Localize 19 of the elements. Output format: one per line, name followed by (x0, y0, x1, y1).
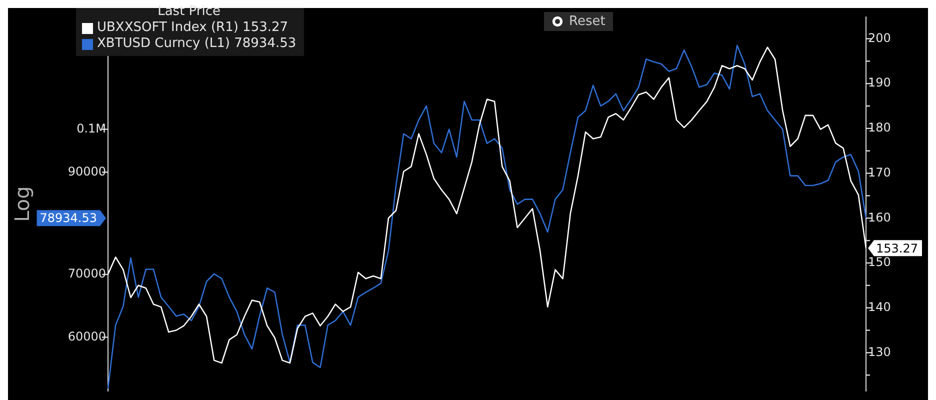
annotation: Reset (569, 14, 606, 29)
y2-tick-label: 140 (868, 300, 891, 314)
y2-tick-label: 160 (868, 210, 891, 224)
y2-tick-label: 180 (868, 120, 891, 135)
text: 153.27 (876, 241, 918, 256)
legend-title: Last Price (156, 4, 222, 20)
y-tick-label: 0.1M (76, 121, 106, 136)
y-tick-label: 60000 (68, 329, 106, 344)
legend-label: UBXXSOFT Index (R1) 153.27 (97, 20, 288, 36)
y2-tick-label: 150 (868, 255, 891, 270)
text: 78934.53 (40, 211, 98, 226)
y-axis-title: Log (10, 186, 34, 222)
y2-tick-label: 190 (868, 76, 891, 90)
y2-tick-label: 200 (868, 30, 891, 45)
y2-tick-label: 170 (868, 165, 891, 180)
y-tick-label: 70000 (68, 266, 106, 281)
legend-label: XBTUSD Curncy (L1) 78934.53 (97, 36, 296, 52)
y2-tick-label: 130 (868, 344, 891, 359)
y-tick-label: 90000 (68, 164, 106, 178)
